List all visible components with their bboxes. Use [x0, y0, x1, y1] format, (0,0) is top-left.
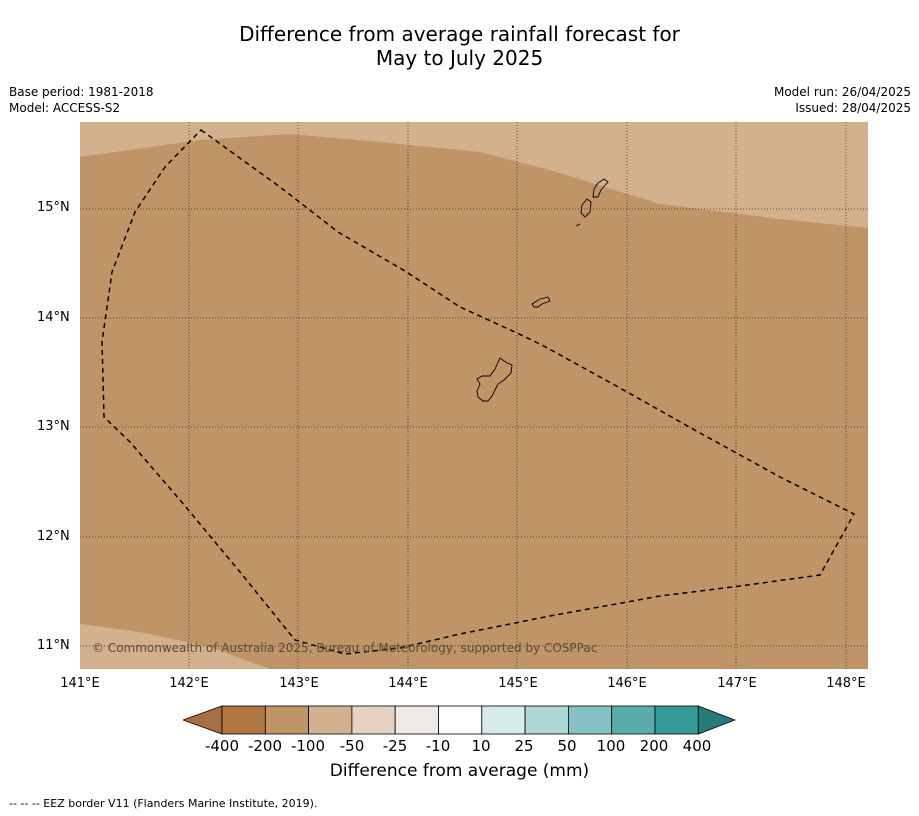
meta-right: Model run: 26/04/2025 Issued: 28/04/2025 — [774, 84, 911, 116]
lat-label: 13°N — [37, 419, 70, 434]
base-period-text: Base period: 1981-2018 — [9, 85, 154, 99]
colorbar-segment — [221, 705, 266, 735]
colorbar-tick: -200 — [247, 737, 283, 755]
lat-label: 12°N — [37, 529, 70, 544]
colorbar-segment — [351, 705, 396, 735]
colorbar-segment — [524, 705, 569, 735]
lon-label: 148°E — [826, 676, 866, 691]
colorbar-tick: -50 — [339, 737, 365, 755]
model-run-text: Model run: 26/04/2025 — [773, 85, 911, 99]
colorbar-tick: 200 — [639, 737, 669, 755]
colorbar-tick: -25 — [382, 737, 408, 755]
colorbar-tick: 400 — [682, 737, 712, 755]
colorbar-segment — [654, 705, 699, 735]
colorbar-extend-low — [181, 705, 223, 735]
lighter-anomaly-top — [80, 122, 868, 228]
colorbar-label: Difference from average (mm) — [329, 761, 590, 781]
graticule — [80, 122, 868, 669]
lon-label: 147°E — [717, 676, 757, 691]
lon-label: 144°E — [388, 676, 428, 691]
eez-border — [101, 129, 856, 655]
colorbar-svg — [181, 705, 737, 735]
lat-label: 11°N — [37, 638, 70, 653]
colorbar-segment — [308, 705, 353, 735]
map-panel[interactable] — [80, 122, 868, 669]
colorbar-tick: -400 — [204, 737, 240, 755]
colorbar-tick: -10 — [425, 737, 451, 755]
copyright-text: © Commonwealth of Australia 2025, Bureau… — [92, 641, 598, 655]
colorbar-segment — [567, 705, 613, 735]
issued-text: Issued: 28/04/2025 — [795, 101, 911, 115]
lon-label: 146°E — [607, 676, 647, 691]
tinian-island — [580, 198, 592, 218]
colorbar-extend-high — [697, 705, 737, 735]
lat-label: 14°N — [37, 310, 70, 325]
meta-left: Base period: 1981-2018 Model: ACCESS-S2 — [9, 84, 154, 116]
saipan-island — [592, 178, 609, 198]
colorbar-tick: 100 — [596, 737, 626, 755]
eez-footnote: -- -- -- EEZ border V11 (Flanders Marine… — [9, 797, 318, 810]
lon-label: 141°E — [60, 676, 100, 691]
aguijan-island — [575, 223, 581, 227]
lighter-anomaly-bottom — [80, 624, 270, 669]
colorbar-segment — [438, 705, 483, 735]
title-line-1: Difference from average rainfall forecas… — [239, 22, 680, 46]
model-text: Model: ACCESS-S2 — [9, 101, 121, 115]
lat-label: 15°N — [37, 200, 70, 215]
title-line-2: May to July 2025 — [375, 46, 544, 70]
islands — [476, 178, 609, 402]
lon-label: 142°E — [169, 676, 209, 691]
chart-title: Difference from average rainfall forecas… — [0, 22, 919, 70]
guam-island — [476, 357, 513, 402]
colorbar-segment — [611, 705, 656, 735]
colorbar-tick: -100 — [290, 737, 326, 755]
colorbar-tick: 10 — [471, 737, 491, 755]
colorbar-segment — [481, 705, 526, 735]
lon-label: 145°E — [498, 676, 538, 691]
colorbar-tick: 50 — [557, 737, 577, 755]
colorbar-segment — [394, 705, 439, 735]
colorbar-tick: 25 — [514, 737, 534, 755]
lon-label: 143°E — [279, 676, 319, 691]
rota-island — [531, 296, 551, 308]
map-canvas — [80, 122, 868, 669]
colorbar — [181, 705, 737, 735]
colorbar-segment — [264, 705, 310, 735]
